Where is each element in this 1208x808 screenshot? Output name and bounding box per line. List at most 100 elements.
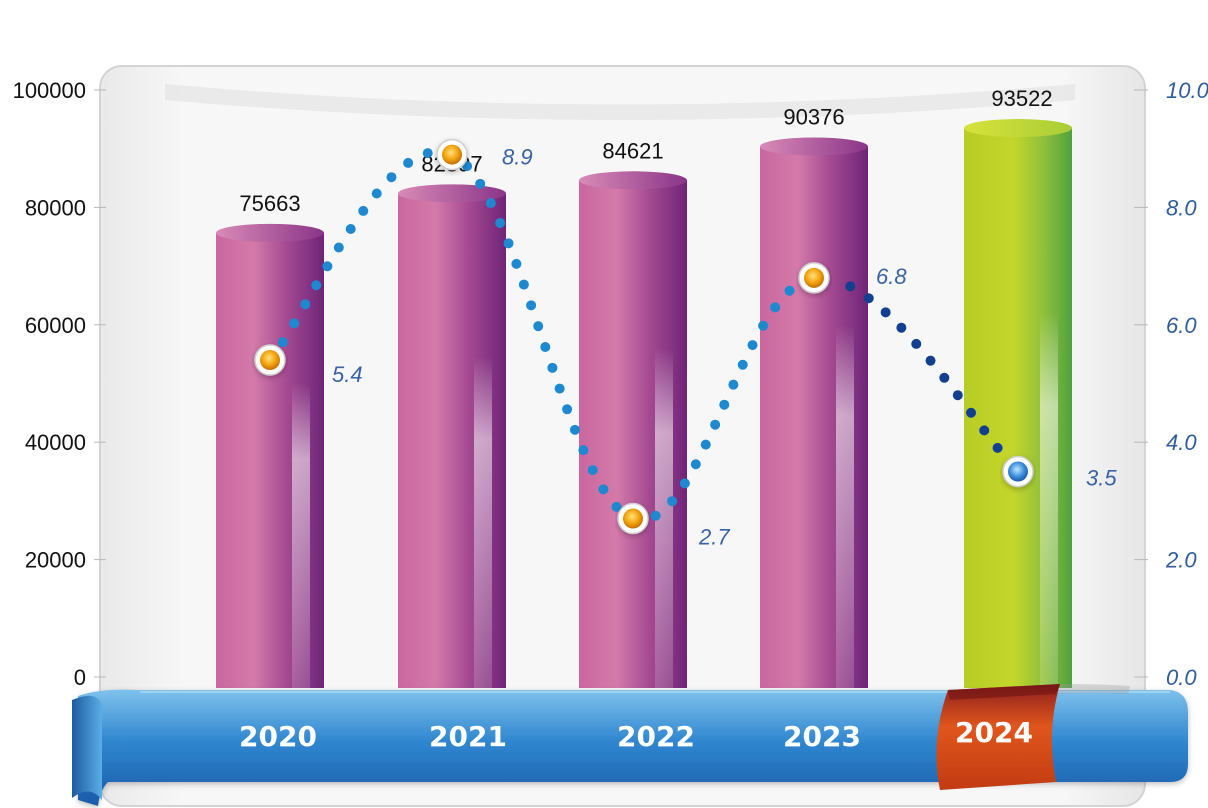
growth-dot [540, 341, 551, 352]
growth-marker: 8.9 [436, 138, 533, 171]
bar: 82397 [398, 151, 506, 689]
growth-dot [495, 218, 506, 229]
bar: 84621 [579, 138, 687, 689]
marker-orb [804, 267, 824, 288]
growth-value-label: 2.7 [698, 525, 730, 550]
right-tick-label: 8.0 [1166, 195, 1197, 220]
growth-dot [333, 242, 344, 253]
bar-cap [216, 223, 324, 242]
growth-dot [598, 484, 609, 495]
growth-value-label: 3.5 [1086, 466, 1117, 491]
bar-value-label: 75663 [239, 191, 300, 216]
bar-value-label: 84621 [602, 138, 663, 163]
growth-value-label: 8.9 [502, 145, 533, 170]
growth-line-series [277, 148, 1003, 521]
growth-dot [345, 223, 356, 234]
x-axis-labels: 2020 2021 2022 2023 2024 [239, 716, 1033, 753]
growth-dot [300, 299, 311, 310]
growth-value-label: 6.8 [876, 264, 907, 289]
right-tick-label: 10.0 [1166, 78, 1208, 103]
marker-orb [442, 144, 462, 165]
growth-dot [679, 478, 690, 489]
growth-dot [526, 300, 537, 311]
bar-shine [292, 383, 310, 688]
growth-marker: 5.4 [254, 344, 363, 387]
bar-series: 75663 82397 84621 90376 93522 [216, 86, 1072, 689]
right-y-axis: 0.0 2.0 4.0 6.0 8.0 10.0 [1134, 78, 1208, 690]
bar-cap [579, 171, 687, 190]
growth-dot [737, 359, 748, 370]
left-tick-label: 40000 [25, 430, 86, 455]
growth-dot [952, 390, 963, 401]
x-label: 2022 [617, 720, 695, 753]
growth-dot [358, 205, 369, 216]
growth-dot [289, 318, 300, 329]
x-label: 2023 [783, 720, 861, 753]
growth-dot [475, 178, 486, 189]
growth-dot [896, 322, 907, 333]
growth-dot [925, 355, 936, 366]
bar-shine [1040, 312, 1058, 688]
growth-value-label: 5.4 [332, 362, 363, 387]
growth-dot [845, 281, 856, 292]
bar-highlight: 93522 [964, 86, 1072, 688]
growth-dot [518, 279, 529, 290]
growth-dot [979, 425, 990, 436]
growth-dot [277, 337, 288, 348]
right-tick-label: 6.0 [1166, 313, 1197, 338]
growth-dot [700, 439, 711, 450]
bar-shine [836, 325, 854, 688]
growth-dot [880, 307, 891, 318]
left-tick-label: 100000 [13, 78, 86, 103]
bar-value-label: 90376 [783, 104, 844, 129]
growth-dot [758, 320, 769, 331]
growth-marker: 2.7 [617, 502, 730, 550]
growth-dot [710, 419, 721, 430]
growth-dot [485, 198, 496, 209]
marker-orb [1008, 461, 1028, 482]
marker-orb [623, 508, 643, 529]
growth-dot [911, 338, 922, 349]
left-tick-label: 20000 [25, 548, 86, 573]
growth-dot [386, 172, 397, 183]
left-tick-label: 80000 [25, 195, 86, 220]
growth-marker: 6.8 [798, 262, 907, 294]
growth-dot [533, 321, 544, 332]
growth-dot [578, 445, 589, 456]
marker-orb [260, 350, 280, 371]
left-tick-label: 60000 [25, 313, 86, 338]
growth-dot [728, 379, 739, 390]
growth-dot [863, 293, 874, 304]
growth-dot [770, 302, 781, 313]
bar-cap [760, 137, 868, 156]
right-tick-label: 4.0 [1166, 430, 1197, 455]
bar-shine [655, 347, 673, 688]
growth-dot [422, 148, 433, 159]
growth-dot [371, 188, 382, 199]
bar-value-label: 93522 [991, 86, 1052, 111]
highlight-year-tag [936, 684, 1130, 790]
growth-dot [503, 238, 514, 249]
growth-dot [966, 407, 977, 418]
growth-dot [547, 362, 558, 373]
x-label: 2020 [239, 720, 317, 753]
bar: 75663 [216, 191, 324, 688]
growth-dot [747, 340, 758, 351]
growth-dot [562, 404, 573, 415]
growth-dot [611, 501, 622, 512]
growth-marker-last: 3.5 [1002, 455, 1117, 491]
right-tick-label: 2.0 [1165, 548, 1197, 573]
right-tick-label: 0.0 [1166, 665, 1197, 690]
growth-dot [311, 280, 322, 291]
left-tick-label: 0 [74, 665, 86, 690]
bar-shine [474, 356, 492, 688]
growth-dot [690, 459, 701, 470]
growth-dot [587, 465, 598, 476]
growth-dot [322, 261, 333, 272]
bar-cap [964, 119, 1072, 138]
growth-dot [403, 157, 414, 168]
x-label: 2021 [429, 720, 507, 753]
growth-dot [784, 285, 795, 296]
left-y-axis: 0 20000 40000 60000 80000 100000 [13, 78, 106, 690]
